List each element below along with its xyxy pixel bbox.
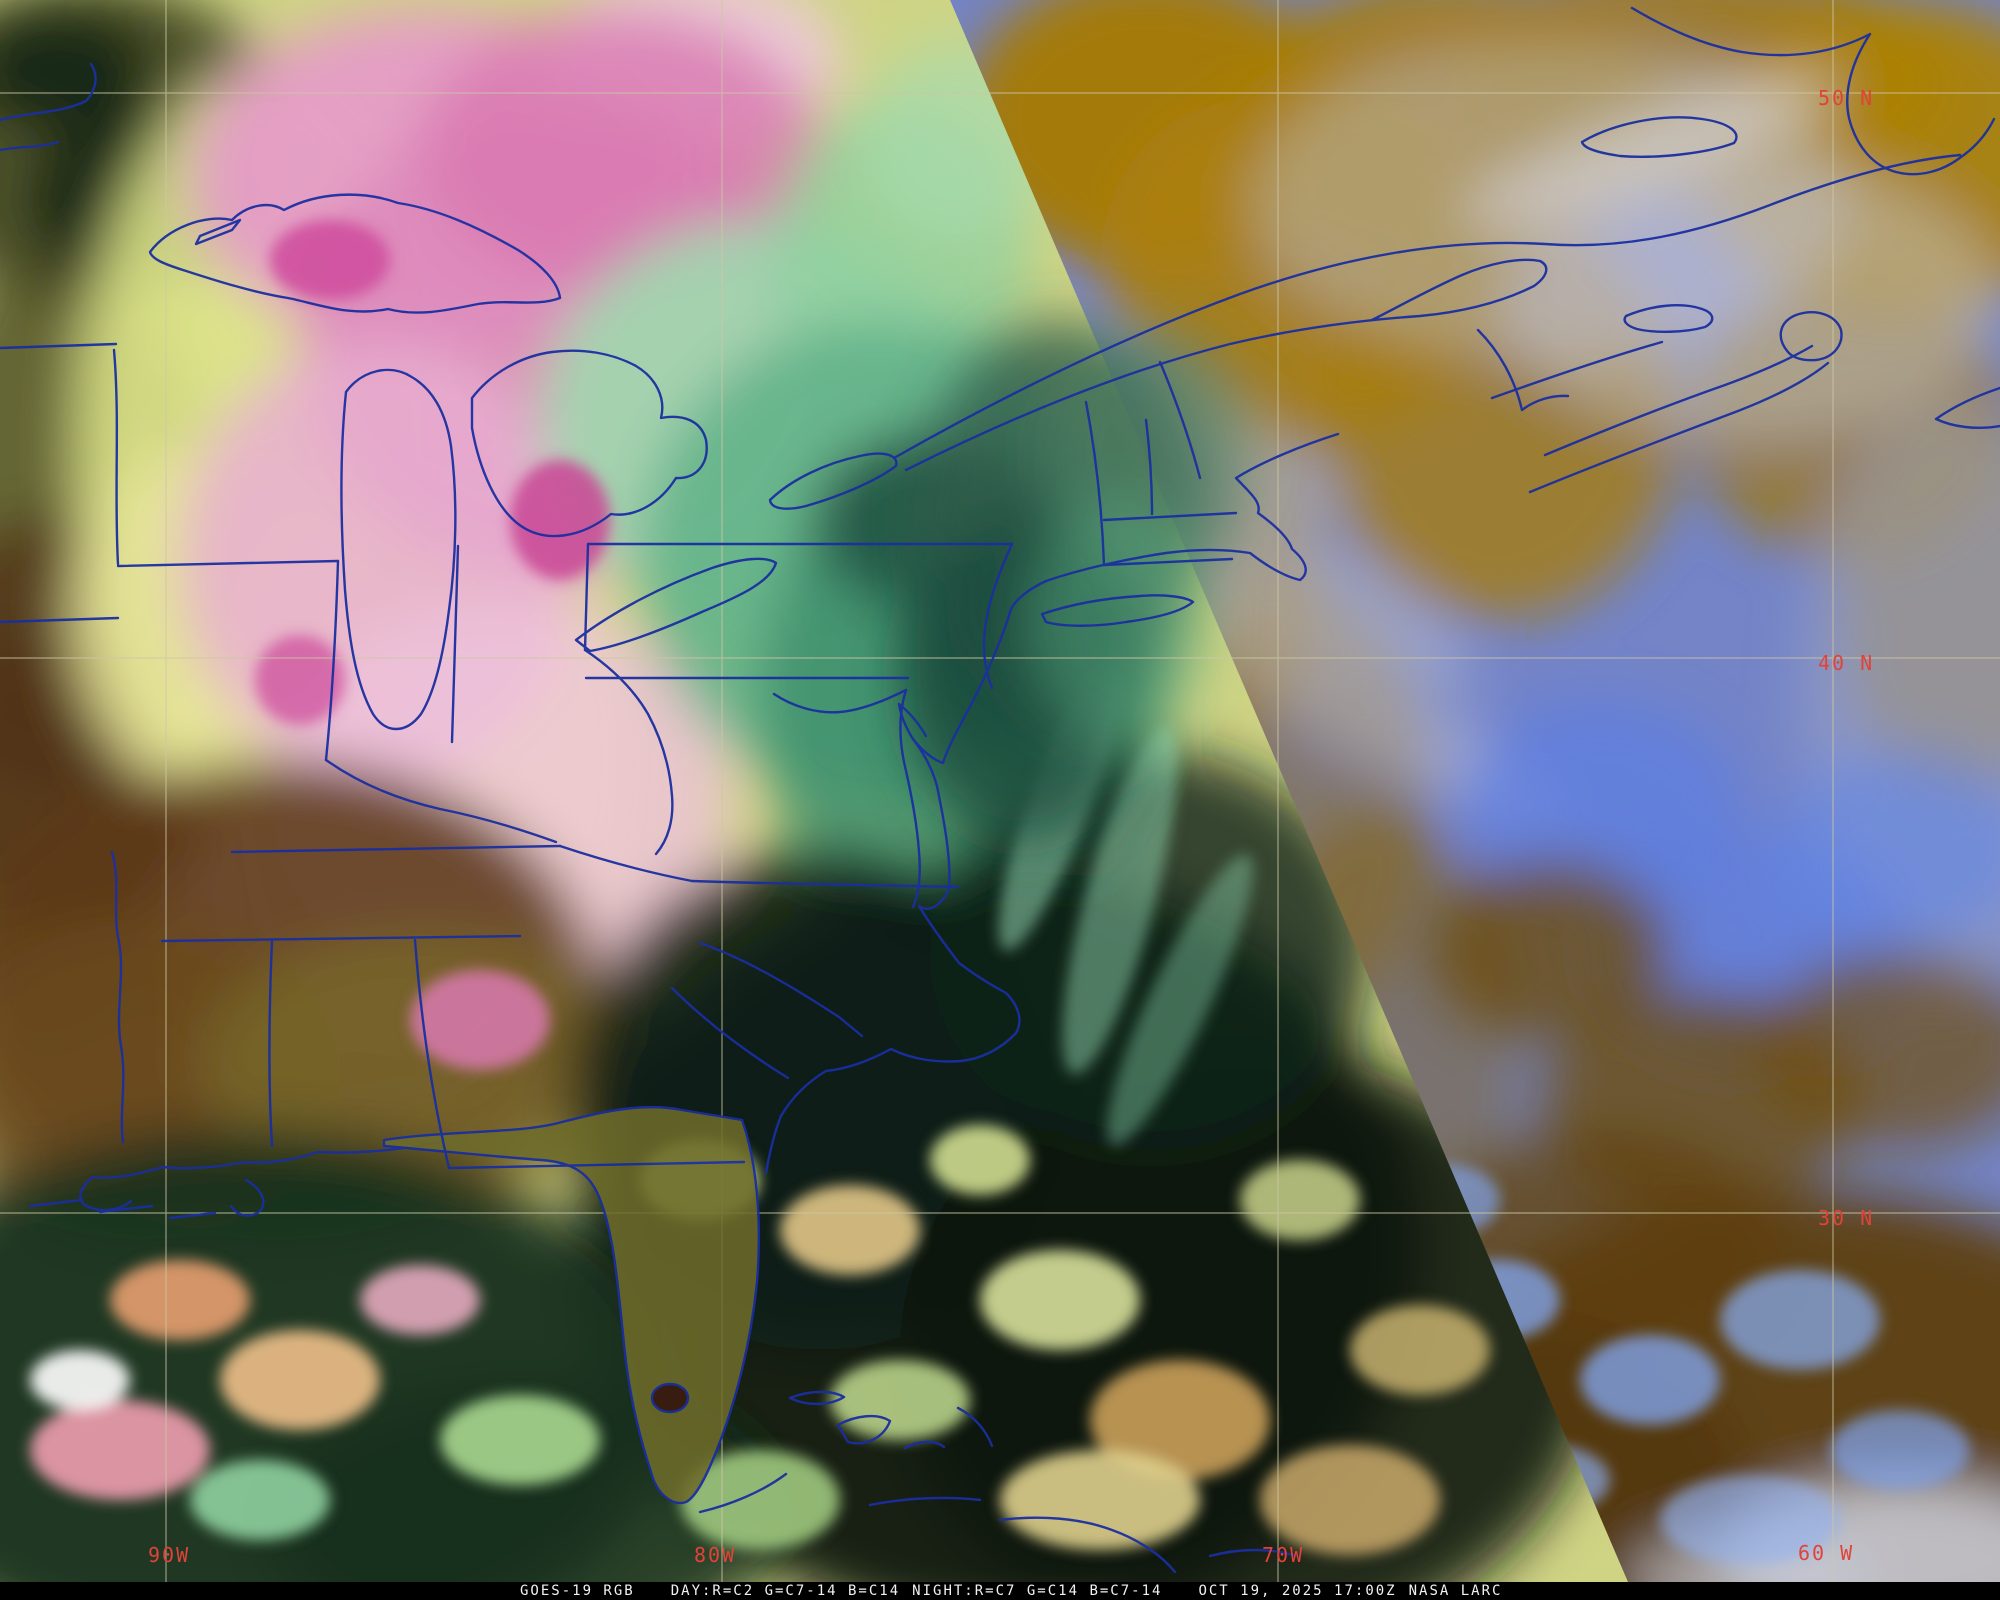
us-east-coast xyxy=(764,432,1340,1175)
lake-ontario xyxy=(768,452,898,510)
bay-of-fundy xyxy=(1490,340,1664,400)
delaware-bay xyxy=(897,702,928,741)
grand-bahama xyxy=(788,1390,846,1406)
florida-keys xyxy=(698,1472,788,1514)
latitude-label-30n: 30 N xyxy=(1818,1206,1874,1230)
state-border-oh-pa xyxy=(583,542,590,652)
cuba-coast xyxy=(868,1496,1298,1574)
map-borders xyxy=(0,6,2000,1574)
state-border-in-oh xyxy=(450,544,460,744)
lake-of-the-woods xyxy=(0,62,97,152)
newfoundland-south xyxy=(1934,386,2000,429)
terminator-cloud xyxy=(900,320,1250,840)
mississippi-river xyxy=(110,850,125,1144)
state-border-ia-mn xyxy=(0,342,118,350)
lake-huron xyxy=(470,349,708,538)
potomac-river xyxy=(772,688,908,714)
nova-scotia-north-coast xyxy=(1543,344,1814,457)
night-formula-label: NIGHT:R=C7 G=C14 B=C7-14 xyxy=(912,1583,1163,1599)
state-border-tn-al-ga xyxy=(160,934,522,943)
mississippi-delta xyxy=(229,1178,265,1217)
latitude-label-40n: 40 N xyxy=(1818,651,1874,675)
state-border-nh-me xyxy=(1158,360,1202,480)
nova-scotia-south-coast xyxy=(1528,361,1830,494)
state-border-ma-south xyxy=(1102,557,1234,567)
new-brunswick-coast xyxy=(1476,328,1570,412)
credit-label: NASA LARC xyxy=(1408,1583,1503,1599)
state-border-ma-north xyxy=(1102,511,1238,522)
gulf-barrier-islands xyxy=(28,1198,217,1220)
state-border-ia-mo xyxy=(0,616,120,624)
longitude-label-90w: 90W xyxy=(148,1543,190,1567)
delaware-river xyxy=(982,542,1014,690)
status-bar: GOES-19 RGB DAY:R=C2 G=C7-14 B=C14 NIGHT… xyxy=(0,1582,2000,1600)
timestamp-label: OCT 19, 2025 17:00Z xyxy=(1198,1583,1397,1599)
ohio-river xyxy=(324,648,674,856)
lake-michigan xyxy=(340,368,457,731)
grid-labels: 50 N 40 N 30 N 90W 80W 70W 60 W xyxy=(148,86,1874,1567)
st-lawrence-south-shore xyxy=(904,258,1548,472)
lake-okeechobee xyxy=(650,1382,690,1414)
state-border-il-in xyxy=(324,559,340,762)
anticosti-island xyxy=(1580,116,1738,158)
longitude-label-70w: 70W xyxy=(1262,1543,1304,1567)
isle-royale xyxy=(194,218,242,246)
newfoundland-coast xyxy=(1630,6,1996,176)
cape-breton xyxy=(1779,311,1843,362)
state-border-ky-va xyxy=(558,844,694,883)
longitude-label-60w: 60 W xyxy=(1798,1541,1854,1565)
day-formula-label: DAY:R=C2 G=C7-14 B=C14 xyxy=(670,1583,901,1599)
state-border-nc-sc xyxy=(698,941,864,1038)
state-border-vt-nh xyxy=(1144,418,1154,516)
latitude-label-50n: 50 N xyxy=(1818,86,1874,110)
state-border-wi-il xyxy=(116,559,340,568)
state-border-va-nc xyxy=(690,879,960,889)
bahama-cays xyxy=(903,1406,994,1450)
long-island xyxy=(1040,594,1195,627)
longitude-label-80w: 80W xyxy=(694,1543,736,1567)
state-border-ms-al xyxy=(268,939,274,1148)
lake-superior xyxy=(148,193,562,314)
state-border-ky-tn xyxy=(230,844,562,854)
chesapeake-bay xyxy=(899,688,921,909)
st-lawrence-north-shore xyxy=(892,153,1962,460)
state-border-ga-fl xyxy=(447,1160,746,1170)
satellite-title: GOES-19 RGB xyxy=(520,1583,635,1599)
state-border-al-ga xyxy=(413,938,451,1170)
prince-edward-island xyxy=(1623,304,1714,333)
state-border-ny-newengland xyxy=(1084,400,1106,567)
state-border-sc-ga xyxy=(670,986,790,1080)
lake-erie xyxy=(574,557,778,653)
andros-island xyxy=(836,1414,892,1445)
gulf-coast xyxy=(79,1140,442,1212)
upper-mississippi xyxy=(112,348,120,566)
